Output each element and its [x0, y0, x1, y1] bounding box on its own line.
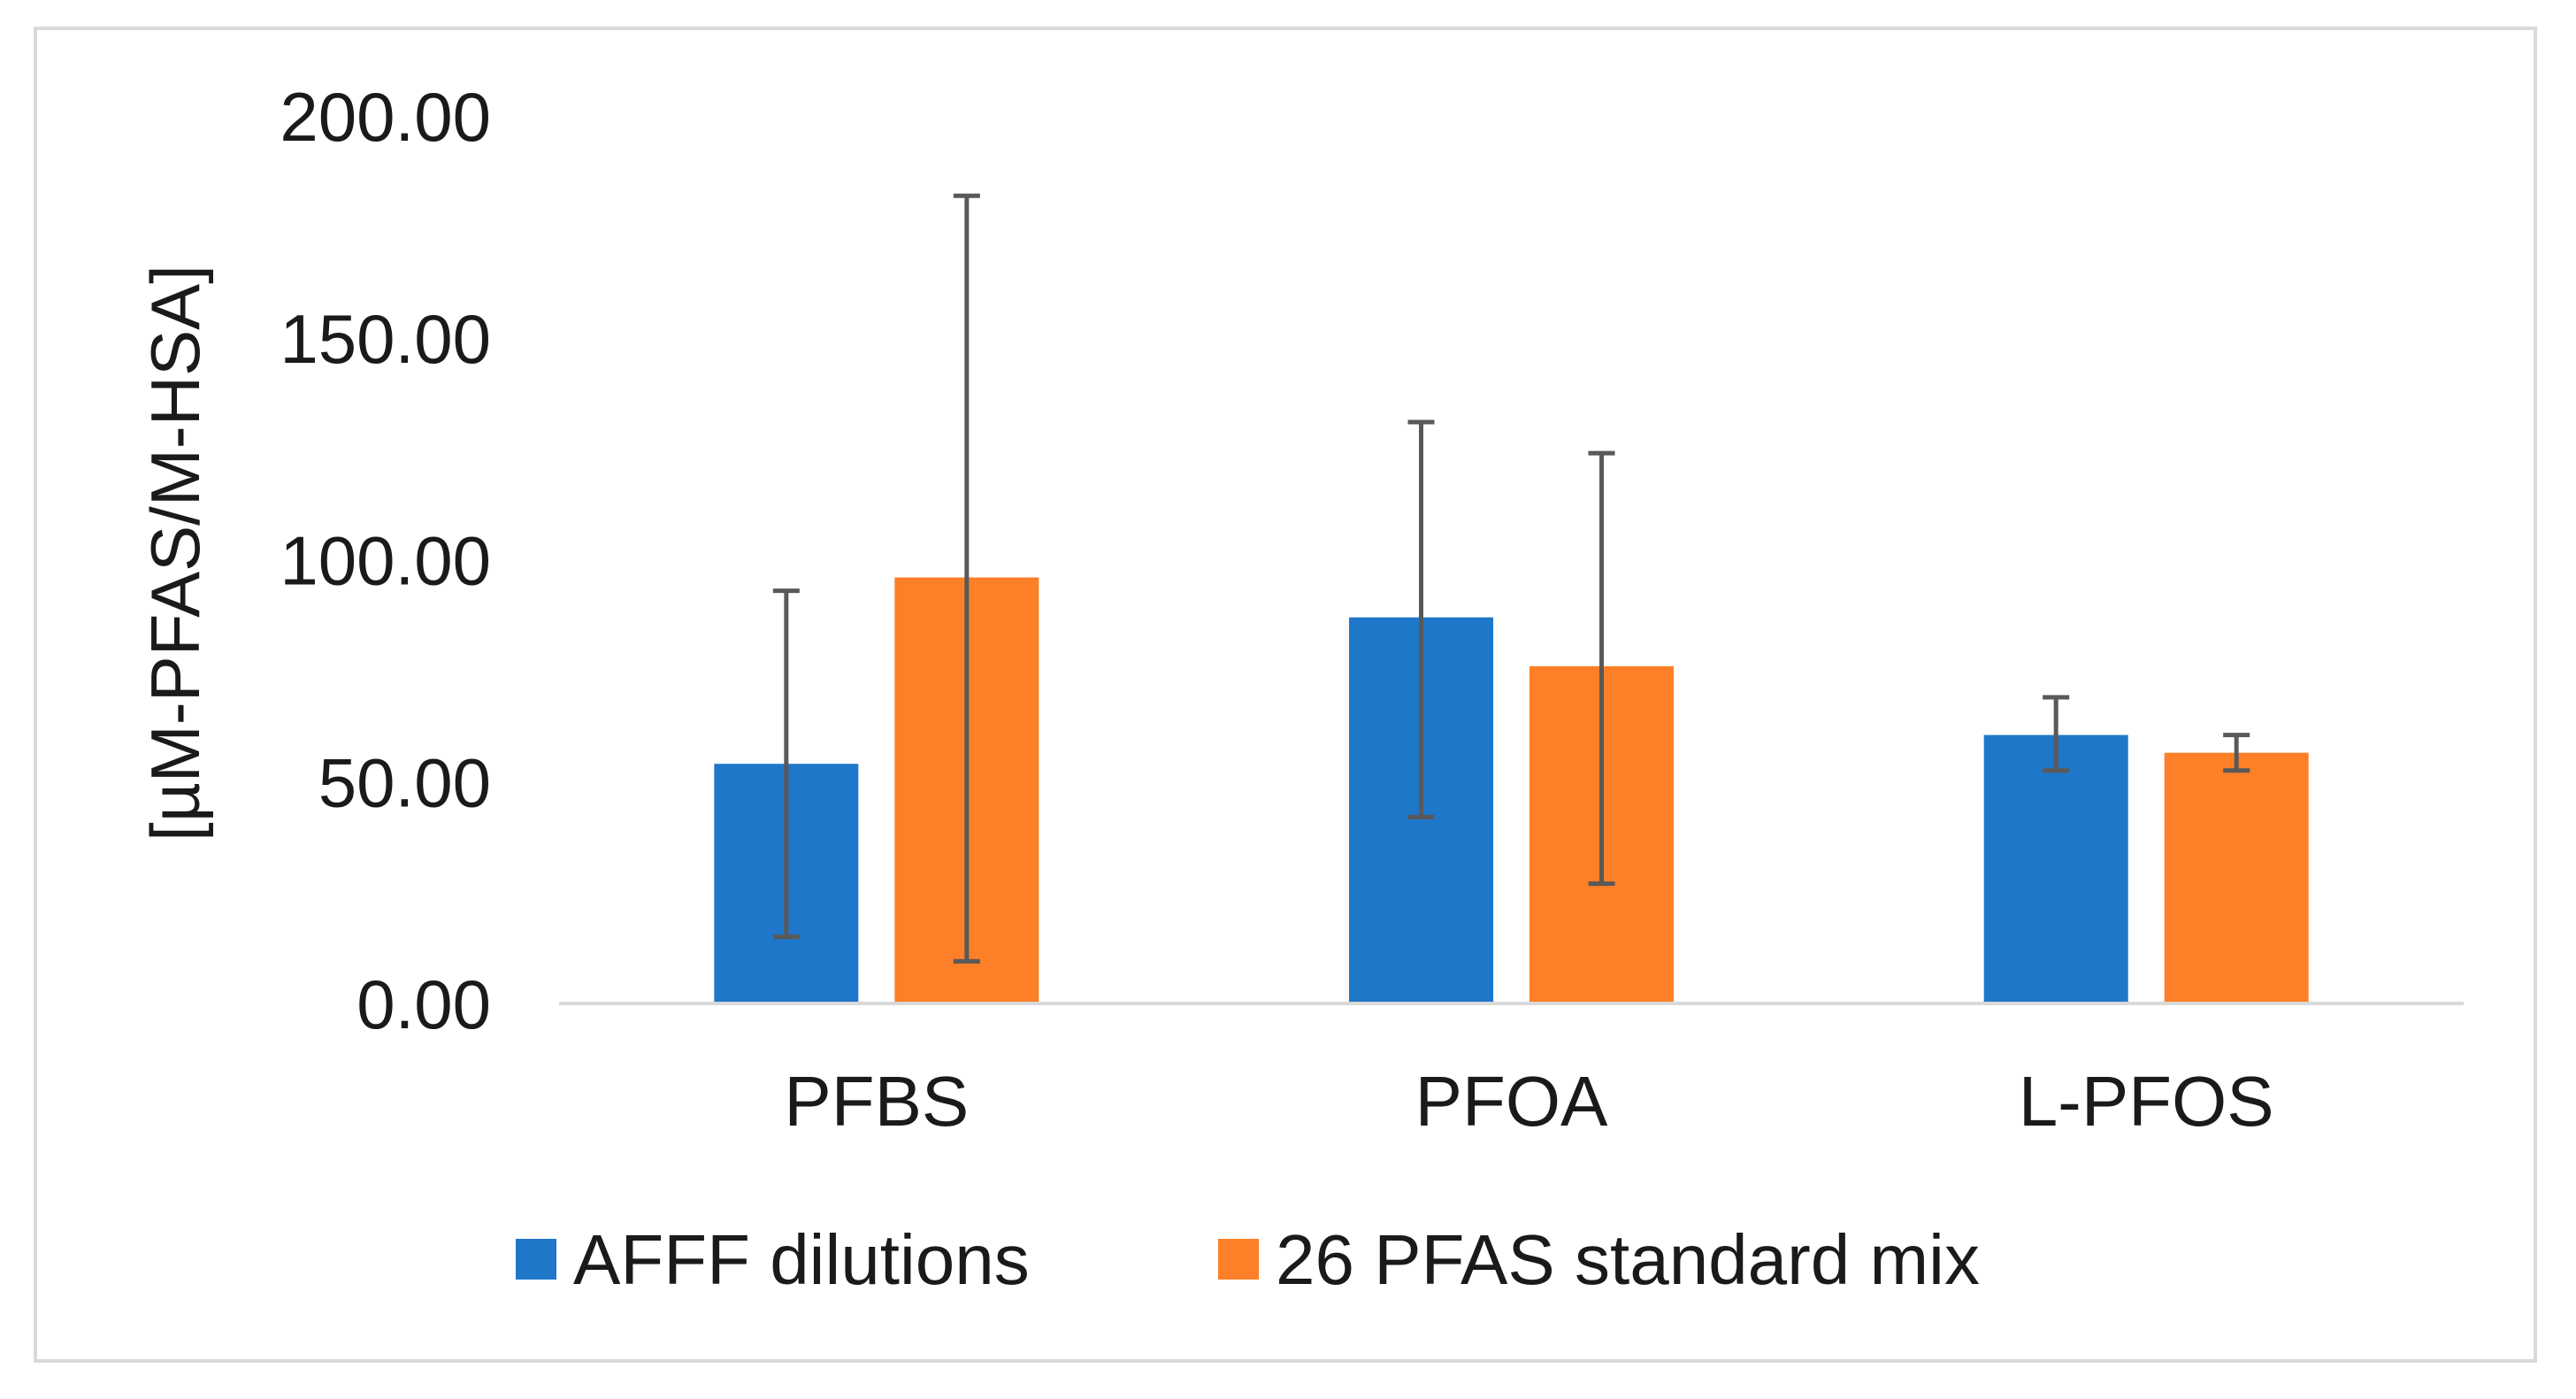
- y-axis-title: [µM-PFAS/M-HSA]: [136, 265, 214, 842]
- y-tick-label: 100.00: [280, 522, 491, 600]
- x-axis-categories: PFBS PFOA L-PFOS: [784, 1062, 2273, 1141]
- error-bars: [772, 193, 2250, 964]
- x-category-label: PFBS: [784, 1062, 969, 1141]
- legend: AFFF dilutions 26 PFAS standard mix: [516, 1220, 1980, 1299]
- legend-swatch-series-2: [1218, 1239, 1259, 1280]
- bar-l-pfos-series-2: [2164, 752, 2309, 1003]
- chart-frame: [34, 27, 2537, 1363]
- y-tick-label: 0.00: [356, 965, 491, 1043]
- legend-label-series-1: AFFF dilutions: [573, 1220, 1030, 1299]
- y-tick-label: 50.00: [318, 743, 491, 821]
- bar-l-pfos-series-1: [1983, 734, 2128, 1003]
- bars: [714, 577, 2309, 1003]
- x-category-label: L-PFOS: [2019, 1062, 2274, 1141]
- y-tick-label: 200.00: [280, 78, 491, 156]
- y-axis-ticks: 0.00 50.00 100.00 150.00 200.00: [280, 78, 491, 1043]
- y-tick-label: 150.00: [280, 300, 491, 378]
- x-category-label: PFOA: [1415, 1062, 1608, 1141]
- legend-swatch-series-1: [516, 1239, 556, 1280]
- legend-label-series-2: 26 PFAS standard mix: [1276, 1220, 1980, 1299]
